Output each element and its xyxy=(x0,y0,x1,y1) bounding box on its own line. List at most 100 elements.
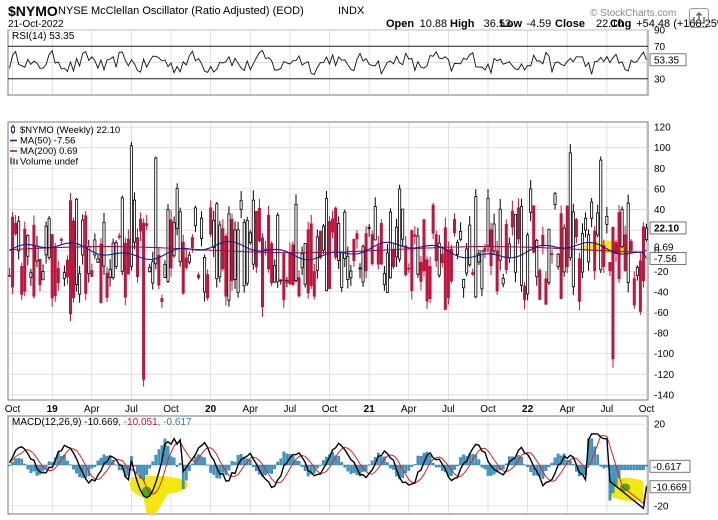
candle xyxy=(596,204,600,238)
macd-highlight-green xyxy=(141,486,152,497)
histogram-bar xyxy=(379,456,383,466)
histogram-bar xyxy=(571,463,575,466)
candle-body xyxy=(129,145,133,267)
histogram-bar xyxy=(639,464,642,471)
x-axis-label: Oct xyxy=(163,404,179,415)
histogram-bar xyxy=(596,454,600,466)
histogram-bar xyxy=(480,464,484,468)
candle-body xyxy=(132,199,136,243)
candle xyxy=(312,263,316,300)
histogram-bar xyxy=(370,460,374,466)
histogram-bar xyxy=(200,456,203,466)
histogram-bar xyxy=(230,461,234,466)
candle xyxy=(44,221,48,264)
macd-tick-label: 20 xyxy=(654,420,666,431)
candle-body xyxy=(230,219,234,282)
candle xyxy=(68,193,72,322)
candle xyxy=(404,236,408,277)
candle xyxy=(617,205,621,284)
price-tick-label: 120 xyxy=(654,123,671,134)
candle xyxy=(638,253,642,315)
candle-body xyxy=(580,233,584,273)
candle-body xyxy=(388,211,392,279)
histogram-bar xyxy=(99,457,103,466)
price-tick-label: 0 xyxy=(654,246,660,257)
candle-body xyxy=(584,217,588,231)
candle-body xyxy=(142,222,146,380)
candle-body xyxy=(236,229,240,293)
price-tick-label: 80 xyxy=(654,164,666,175)
candle-body xyxy=(413,234,417,237)
candle xyxy=(123,237,127,306)
candle-body xyxy=(498,208,502,261)
candle-body xyxy=(306,229,310,294)
candle xyxy=(407,263,411,273)
histogram-bar xyxy=(413,464,417,466)
candle xyxy=(20,262,24,300)
candle-body xyxy=(617,212,621,280)
candle xyxy=(218,221,222,283)
price-tick-label: -120 xyxy=(654,370,674,381)
candle xyxy=(425,256,429,309)
histogram-bar xyxy=(154,454,158,466)
x-axis-label: Jul xyxy=(442,404,455,415)
candle-body xyxy=(8,275,12,277)
candle xyxy=(279,279,283,285)
candle xyxy=(303,243,307,288)
candle-body xyxy=(123,242,127,298)
candle xyxy=(462,278,466,298)
candle-body xyxy=(126,238,130,275)
candle-body xyxy=(190,237,194,248)
candle-body xyxy=(96,258,100,263)
ohlc-value: 36.53 xyxy=(484,18,512,30)
candle-body xyxy=(425,259,429,302)
histogram-bar xyxy=(14,458,17,466)
candle-body xyxy=(370,234,374,265)
legend-item: $NYMO (Weekly) 22.10 xyxy=(11,125,120,136)
share-icon[interactable] xyxy=(689,8,709,28)
histogram-bar xyxy=(477,459,481,466)
candle-body xyxy=(108,268,112,279)
candle-body xyxy=(14,222,18,235)
candle-body xyxy=(242,222,246,287)
candle-body xyxy=(410,230,414,292)
candle-body xyxy=(215,203,219,280)
candle-body xyxy=(392,248,396,268)
histogram-bar xyxy=(520,456,523,466)
histogram-bar xyxy=(410,464,414,467)
candle xyxy=(260,233,264,317)
histogram-bar xyxy=(145,464,149,476)
candle xyxy=(17,216,21,260)
candle-body xyxy=(593,230,597,272)
candle xyxy=(257,198,261,243)
candle-body xyxy=(181,241,185,294)
candle xyxy=(492,213,496,256)
candle xyxy=(324,190,328,292)
candle xyxy=(62,265,66,287)
histogram-bar xyxy=(459,457,462,466)
candle-body xyxy=(239,200,243,210)
candle xyxy=(608,261,612,277)
x-axis-label: Oct xyxy=(639,404,655,415)
candle-body xyxy=(328,221,332,290)
ma200-line xyxy=(9,246,647,254)
candle xyxy=(224,233,228,306)
candle-body xyxy=(145,223,149,227)
candle xyxy=(50,233,54,307)
candle-body xyxy=(343,211,347,259)
candle-body xyxy=(428,266,432,300)
histogram-bar xyxy=(349,464,353,475)
candle-body xyxy=(160,298,164,302)
macd-highlight-green xyxy=(620,483,631,492)
histogram-bar xyxy=(17,458,21,466)
x-axis-label: 21 xyxy=(364,404,376,415)
candle-body xyxy=(407,267,411,270)
candle xyxy=(626,194,630,293)
candle xyxy=(349,264,353,286)
histogram-bar xyxy=(184,464,188,481)
candle-body xyxy=(184,257,188,268)
histogram-bar xyxy=(117,464,121,471)
candle xyxy=(72,217,76,303)
candle xyxy=(126,229,130,275)
candles xyxy=(8,141,648,387)
